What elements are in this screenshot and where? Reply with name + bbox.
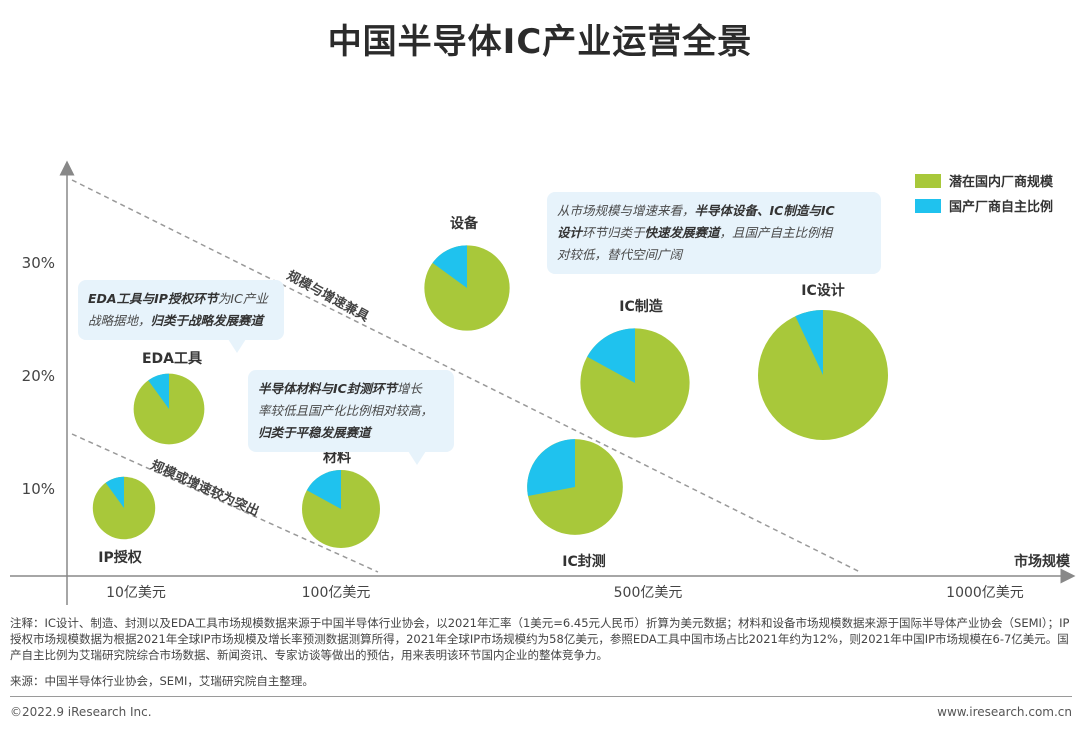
callout-bold-text: 半导体设备、IC制造与IC: [694, 203, 835, 218]
callout-text: 从市场规模与增速来看，: [557, 203, 695, 218]
bubble-label: IC封测: [562, 553, 605, 570]
bubble-label: IC制造: [619, 298, 662, 315]
legend-label: 潜在国内厂商规模: [949, 175, 1054, 190]
bubble-label: IP授权: [98, 549, 142, 566]
footer-divider: [10, 696, 1072, 697]
bubble-share-wedge: [587, 328, 635, 383]
bubble-circle: [92, 476, 156, 540]
bubble-share-wedge: [148, 373, 169, 409]
legend-swatch-green: [915, 173, 941, 188]
callout-material-packaging: 半导体材料与IC封测环节增长 率较低且国产化比例相对较高， 归类于平稳发展赛道: [248, 370, 454, 465]
legend-item-potential-scale: 潜在国内厂商规模: [915, 171, 1080, 190]
bubble-share-wedge: [432, 245, 467, 288]
callout-text: 增长: [396, 381, 422, 396]
callout-bold-text: EDA工具与IP授权环节: [88, 291, 218, 306]
legend-item-self-reliance: 国产厂商自主比例: [915, 196, 1080, 215]
page-title: 中国半导体IC产业运营全景: [327, 22, 753, 62]
x-tick-label: 1000亿美元: [946, 585, 1024, 601]
y-tick-label: 10%: [22, 480, 55, 498]
callout-text: 率较低且国产化比例相对较高，: [258, 403, 434, 418]
legend-label: 国产厂商自主比例: [949, 200, 1054, 215]
bubble-share-wedge: [306, 470, 341, 509]
copyright: ©2022.9 iResearch Inc.: [10, 705, 152, 719]
x-tick-label: 100亿美元: [302, 585, 371, 601]
lower-diagonal-label: 规模或增速较为突出: [148, 457, 261, 520]
bubble-share-wedge: [105, 476, 124, 508]
bubble-share-wedge: [795, 310, 823, 375]
callout-equipment-manufacturing-design: 从市场规模与增速来看，半导体设备、IC制造与IC 设计环节归类于快速发展赛道，且…: [547, 192, 881, 274]
y-tick-labels: 10% 20% 30%: [22, 254, 55, 498]
bubble-label: 材料: [323, 449, 351, 466]
bubble-IC封测: IC封测: [527, 439, 623, 570]
upper-diagonal-label: 规模与增速兼具: [284, 267, 372, 324]
callout-text: 环节归类于: [582, 225, 645, 240]
callout-bold-text: 归类于战略发展赛道: [150, 313, 264, 328]
upper-diagonal-divider: [71, 179, 861, 573]
callout-text: ，且国产自主比例相: [719, 225, 833, 240]
x-axis-title: 市场规模: [1014, 553, 1071, 570]
callout-text: 为IC产业: [217, 291, 268, 306]
bubble-IP授权: IP授权: [92, 476, 156, 566]
y-tick-label: 20%: [22, 367, 55, 385]
callout-eda-ip: EDA工具与IP授权环节为IC产业 战略据地，归类于战略发展赛道: [78, 280, 284, 353]
callout-text: 战略据地，: [88, 313, 151, 328]
bubble-EDA工具: EDA工具: [133, 351, 205, 445]
y-tick-label: 30%: [22, 254, 55, 272]
callout-text: 对较低，替代空间广阔: [557, 247, 683, 262]
bubble-label: IC设计: [801, 282, 844, 299]
source-note: 来源：中国半导体行业协会，SEMI，艾瑞研究院自主整理。: [10, 674, 314, 688]
bubble-label: EDA工具: [142, 351, 202, 367]
callout-bold-text: 设计: [557, 225, 583, 240]
lower-diagonal-divider: [71, 433, 379, 573]
bubble-IC设计: IC设计: [758, 282, 888, 440]
callout-tail: [228, 339, 246, 353]
x-tick-label: 500亿美元: [614, 585, 683, 601]
footnote: 注释：IC设计、制造、封测以及EDA工具市场规模数据来源于中国半导体行业协会，以…: [10, 616, 1070, 662]
callout-bold-text: 半导体材料与IC封测环节: [258, 381, 397, 396]
bubble-share-wedge: [527, 439, 575, 496]
legend-swatch-blue: [915, 198, 941, 213]
bubble-label: 设备: [450, 215, 479, 232]
bubble-IC制造: IC制造: [580, 298, 690, 438]
callout-bold-text: 快速发展赛道: [644, 225, 720, 240]
bubble-材料: 材料: [302, 449, 380, 548]
callout-tail: [408, 451, 426, 465]
x-tick-labels: 10亿美元 100亿美元 500亿美元 1000亿美元: [106, 585, 1024, 601]
website: www.iresearch.com.cn: [937, 705, 1072, 719]
callout-bold-text: 归类于平稳发展赛道: [258, 425, 371, 440]
bubble-设备: 设备: [424, 215, 510, 331]
x-tick-label: 10亿美元: [106, 585, 166, 601]
